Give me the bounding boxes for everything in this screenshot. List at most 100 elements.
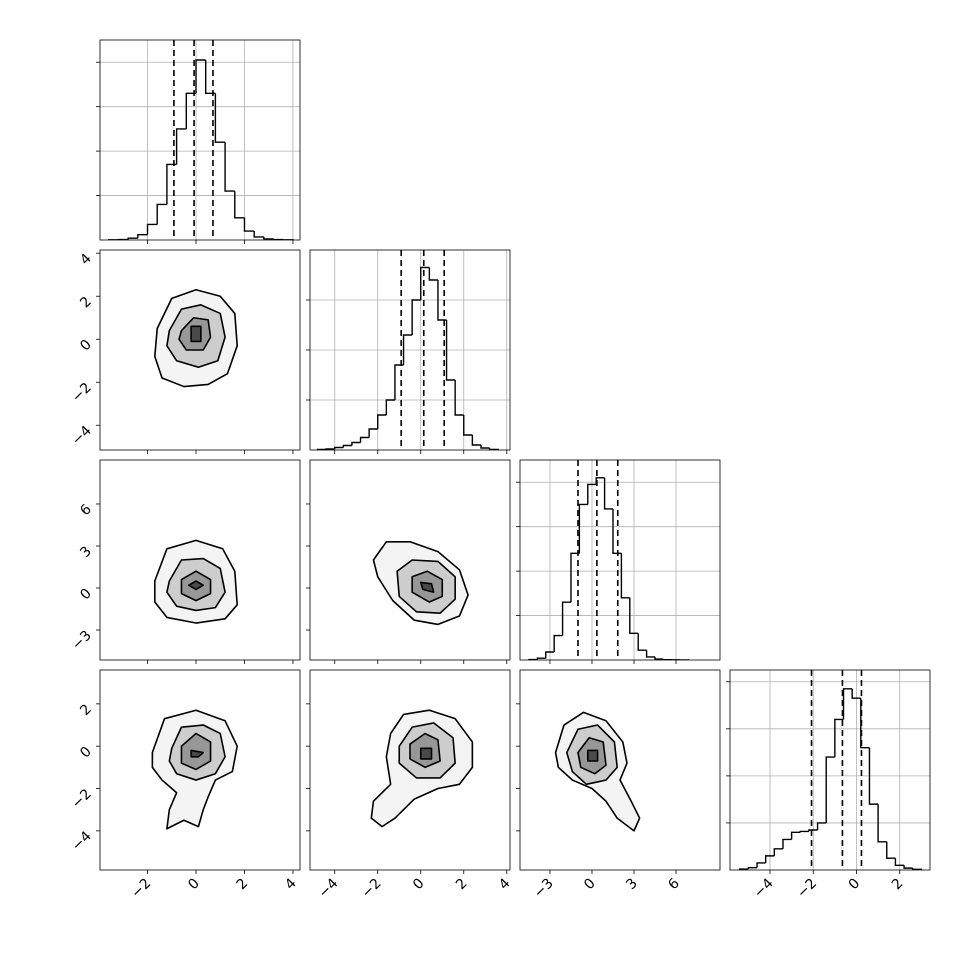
plot-area <box>151 709 239 830</box>
panel: −3 0 3 6 <box>69 459 301 664</box>
histogram-bin <box>214 93 226 143</box>
histogram-bin <box>764 855 775 863</box>
histogram-bin <box>808 829 818 832</box>
histogram-bin <box>204 60 216 95</box>
histogram-bin <box>334 446 344 449</box>
panel <box>96 39 301 244</box>
histogram-bin <box>471 435 481 446</box>
plot-area <box>528 460 690 660</box>
histogram-bin <box>629 597 639 635</box>
panel: −4 −2 0 2 4 <box>306 669 514 902</box>
contour <box>586 749 599 762</box>
x-tick-label: −2 <box>359 876 385 902</box>
histogram-bin <box>603 477 613 510</box>
x-tick-label: 0 <box>185 876 203 894</box>
histogram-bin <box>359 436 370 443</box>
panel-frame <box>519 459 721 661</box>
histogram-bin <box>234 191 245 219</box>
histogram-bin <box>645 650 656 658</box>
histogram-bin <box>137 233 148 239</box>
x-tick-label: −2 <box>794 876 820 902</box>
contour <box>190 749 205 758</box>
histogram-bin <box>166 163 177 205</box>
histogram-bin <box>342 444 352 448</box>
x-tick-label: 2 <box>234 876 252 894</box>
panel-frame <box>309 459 511 661</box>
histogram-bin <box>561 601 571 636</box>
plot-area <box>739 670 923 870</box>
panel: −2 0 2 4 −4 −2 0 2 <box>69 669 301 902</box>
histogram-bin <box>146 223 158 235</box>
histogram-bin <box>834 718 844 758</box>
panel-frame <box>729 669 931 871</box>
x-tick-label: 6 <box>665 875 683 893</box>
y-tick-label: −4 <box>69 423 95 449</box>
histogram-bin <box>480 445 490 449</box>
histogram-bin <box>454 380 464 416</box>
histogram-bin <box>243 217 255 232</box>
histogram-bin <box>578 503 588 554</box>
histogram-bin <box>773 848 783 856</box>
plot-area <box>153 288 239 388</box>
histogram-bin <box>587 483 597 505</box>
histogram-bin <box>175 128 187 165</box>
histogram-bin <box>799 830 809 833</box>
histogram-bin <box>127 237 138 240</box>
x-tick-label: 2 <box>453 876 471 894</box>
panel-frame <box>309 249 511 451</box>
histogram-bin <box>224 142 235 192</box>
plot-area <box>316 250 499 450</box>
histogram-bin <box>394 364 404 400</box>
panel-frame <box>519 669 721 871</box>
x-tick-label: 0 <box>410 876 428 894</box>
y-tick-label: −2 <box>69 380 95 406</box>
plot-area <box>372 540 469 626</box>
panel-frame <box>99 39 301 241</box>
plot-area <box>153 539 239 624</box>
panel: −3 0 3 6 <box>516 669 721 902</box>
histogram-bin <box>420 266 430 300</box>
histogram-bin <box>411 299 421 335</box>
panel-frame <box>99 249 301 451</box>
histogram-bin <box>325 448 335 450</box>
y-tick-label: 4 <box>77 251 95 269</box>
histogram-bin <box>842 688 853 720</box>
y-tick-label: 2 <box>77 294 95 312</box>
panel: −4 −2 0 2 <box>726 669 931 902</box>
y-tick-label: 2 <box>77 701 95 719</box>
x-tick-label: −2 <box>128 876 154 902</box>
histogram-bin <box>428 267 438 281</box>
contour <box>419 581 435 594</box>
y-tick-label: −2 <box>69 786 95 812</box>
histogram-bin <box>851 688 861 699</box>
contour <box>419 747 433 760</box>
histogram-bin <box>662 658 672 660</box>
y-tick-label: 0 <box>77 337 95 355</box>
histogram-bin <box>654 656 664 660</box>
plot-area <box>370 709 474 828</box>
histogram-bin <box>385 399 395 415</box>
histogram-bin <box>351 441 361 446</box>
contour <box>187 580 205 591</box>
y-tick-label: 0 <box>77 586 95 604</box>
panel-frame <box>99 459 301 661</box>
histogram-bin <box>553 634 563 652</box>
histogram-bin <box>637 633 647 651</box>
x-tick-label: −4 <box>316 875 342 901</box>
histogram-bin <box>868 747 879 805</box>
panel <box>516 459 721 664</box>
panel <box>306 459 511 664</box>
histogram-bin <box>570 552 580 603</box>
x-tick-label: −3 <box>531 876 557 902</box>
histogram-bin <box>894 858 905 866</box>
histogram-bin <box>536 657 546 660</box>
panel-frame <box>309 669 511 871</box>
histogram-bin <box>402 334 413 365</box>
histogram-bin <box>790 831 801 840</box>
plot-area <box>554 711 641 832</box>
histogram-bin <box>263 236 274 240</box>
histogram-bin <box>156 203 167 225</box>
histogram-bin <box>253 231 264 238</box>
y-tick-label: 0 <box>77 744 95 762</box>
